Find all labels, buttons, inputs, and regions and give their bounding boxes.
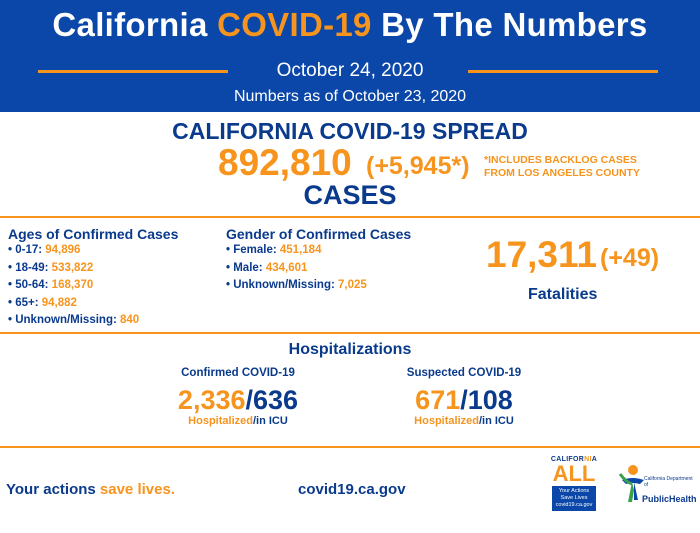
hospitalizations-title: Hospitalizations: [288, 341, 412, 358]
spread-title: CALIFORNIA COVID-19 SPREAD: [172, 118, 528, 144]
public-health-logo: California Department of PublicHealth: [618, 460, 697, 516]
list-item: • 65+: 94,882: [8, 296, 77, 309]
ages-list: • 0-17: 94,896 • 18-49: 533,822 • 50-64:…: [8, 244, 139, 332]
list-item: • Unknown/Missing: 7,025: [226, 279, 367, 291]
confirmed-hospitalizations: Confirmed COVID-19 2,336/636 Hospitalize…: [138, 367, 338, 427]
website-link[interactable]: covid19.ca.gov: [298, 481, 406, 498]
gender-title: Gender of Confirmed Cases: [226, 226, 412, 242]
cases-increase: (+5,945*): [366, 152, 470, 180]
divider: [0, 216, 700, 218]
divider: [0, 446, 700, 448]
suspected-title: Suspected COVID-19: [406, 367, 522, 379]
total-cases: 892,810: [218, 142, 352, 183]
suspected-caption: Hospitalized/in ICU: [414, 415, 514, 427]
list-item: • 18-49: 533,822: [8, 261, 94, 274]
backlog-note: *INCLUDES BACKLOG CASES FROM LOS ANGELES…: [484, 154, 640, 179]
list-item: • Unknown/Missing: 840: [8, 314, 140, 326]
confirmed-title: Confirmed COVID-19: [181, 367, 295, 379]
header-rule-left: [38, 70, 228, 73]
suspected-hospitalizations: Suspected COVID-19 671/108 Hospitalized/…: [364, 367, 564, 427]
divider: [0, 332, 700, 334]
list-item: • Male: 434,601: [226, 261, 308, 274]
confirmed-caption: Hospitalized/in ICU: [188, 415, 288, 427]
fatalities-label: Fatalities: [528, 286, 598, 303]
confirmed-numbers: 2,336/636: [177, 385, 299, 415]
cases-label: CASES: [303, 180, 397, 210]
california-all-logo: CALIFORNIA ALL Your Actions Save Lives c…: [546, 456, 602, 518]
fatalities-increase: (+49): [600, 244, 660, 272]
header-banner: California COVID-19 By The Numbers Octob…: [0, 0, 700, 112]
list-item: • 50-64: 168,370: [8, 279, 94, 291]
header-rule-right: [468, 70, 658, 73]
data-as-of: Numbers as of October 23, 2020: [233, 88, 467, 105]
report-date: October 24, 2020: [276, 60, 424, 81]
save-lives-slogan: Your actions save lives.: [6, 481, 175, 498]
fatalities-count: 17,311: [486, 234, 598, 275]
list-item: • Female: 451,184: [226, 244, 322, 256]
suspected-numbers: 671/108: [415, 385, 513, 415]
public-health-figure-icon: [618, 465, 644, 502]
list-item: • 0-17: 94,896: [8, 244, 81, 256]
page-title: California COVID-19 By The Numbers: [52, 6, 648, 43]
ages-title: Ages of Confirmed Cases: [8, 226, 179, 242]
gender-list: • Female: 451,184 • Male: 434,601 • Unkn…: [226, 244, 367, 297]
